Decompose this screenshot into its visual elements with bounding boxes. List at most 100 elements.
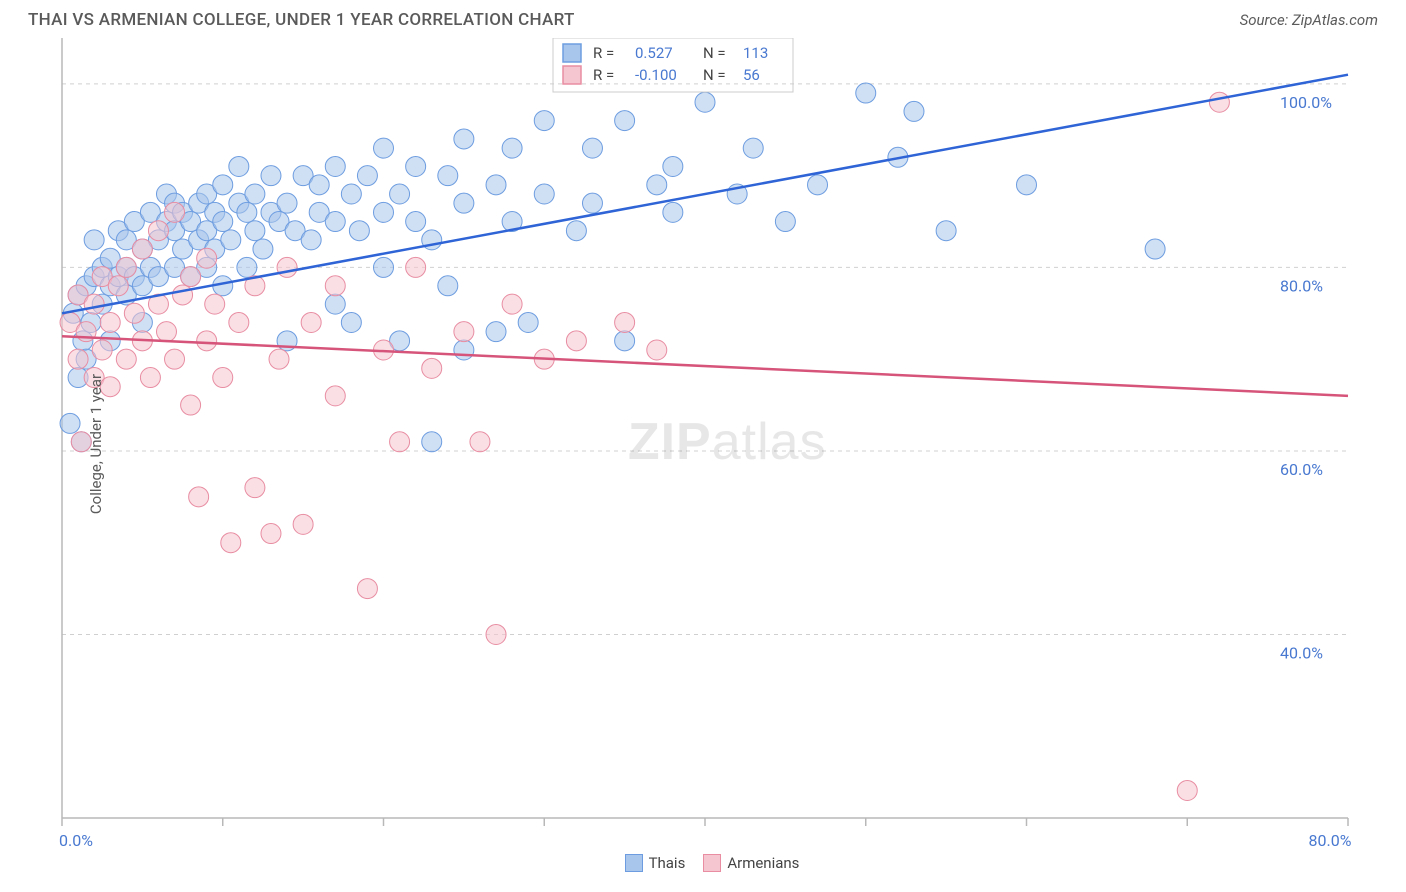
data-point bbox=[325, 156, 345, 176]
data-point bbox=[325, 294, 345, 314]
data-point bbox=[68, 349, 88, 369]
data-point bbox=[566, 221, 586, 241]
watermark: ZIPatlas bbox=[628, 413, 827, 471]
data-point bbox=[615, 111, 635, 131]
data-point bbox=[124, 303, 144, 323]
data-point bbox=[406, 156, 426, 176]
data-point bbox=[615, 312, 635, 332]
data-point bbox=[775, 212, 795, 232]
data-point bbox=[1209, 92, 1229, 112]
data-point bbox=[269, 349, 289, 369]
data-point bbox=[140, 368, 160, 388]
data-point bbox=[936, 221, 956, 241]
data-point bbox=[237, 257, 257, 277]
data-point bbox=[325, 212, 345, 232]
y-axis-label: College, Under 1 year bbox=[87, 374, 105, 514]
data-point bbox=[197, 331, 217, 351]
data-point bbox=[253, 239, 273, 259]
data-point bbox=[374, 138, 394, 158]
stats-swatch bbox=[563, 44, 581, 62]
data-point bbox=[245, 221, 265, 241]
data-point bbox=[647, 340, 667, 360]
data-point bbox=[132, 239, 152, 259]
data-point bbox=[534, 184, 554, 204]
data-point bbox=[325, 386, 345, 406]
data-point bbox=[1017, 175, 1037, 195]
data-point bbox=[743, 138, 763, 158]
data-point bbox=[92, 340, 112, 360]
data-point bbox=[309, 175, 329, 195]
data-point bbox=[438, 276, 458, 296]
data-point bbox=[148, 221, 168, 241]
data-point bbox=[502, 294, 522, 314]
data-point bbox=[663, 156, 683, 176]
data-point bbox=[615, 331, 635, 351]
y-tick-label: 100.0% bbox=[1280, 93, 1332, 112]
y-tick-label: 80.0% bbox=[1280, 276, 1323, 295]
data-point bbox=[808, 175, 828, 195]
data-point bbox=[904, 101, 924, 121]
data-point bbox=[856, 83, 876, 103]
y-tick-label: 40.0% bbox=[1280, 643, 1323, 662]
data-point bbox=[1177, 780, 1197, 800]
stats-n-value: 113 bbox=[743, 44, 768, 62]
data-point bbox=[181, 267, 201, 287]
stats-n-label: N = bbox=[703, 66, 726, 84]
source-label: Source: ZipAtlas.com bbox=[1240, 11, 1378, 29]
data-point bbox=[390, 432, 410, 452]
data-point bbox=[301, 312, 321, 332]
data-point bbox=[173, 285, 193, 305]
data-point bbox=[486, 175, 506, 195]
data-point bbox=[165, 349, 185, 369]
data-point bbox=[663, 202, 683, 222]
data-point bbox=[406, 212, 426, 232]
data-point bbox=[349, 221, 369, 241]
data-point bbox=[229, 156, 249, 176]
data-point bbox=[237, 202, 257, 222]
data-point bbox=[341, 312, 361, 332]
data-point bbox=[454, 340, 474, 360]
data-point bbox=[390, 184, 410, 204]
legend-swatch bbox=[625, 854, 643, 872]
data-point bbox=[518, 312, 538, 332]
data-point bbox=[582, 193, 602, 213]
legend-label: Armenians bbox=[727, 854, 799, 872]
data-point bbox=[438, 166, 458, 186]
data-point bbox=[221, 230, 241, 250]
data-point bbox=[301, 230, 321, 250]
data-point bbox=[277, 257, 297, 277]
data-point bbox=[213, 212, 233, 232]
data-point bbox=[116, 257, 136, 277]
data-point bbox=[229, 312, 249, 332]
legend-label: Thais bbox=[649, 854, 686, 872]
legend-swatch bbox=[703, 854, 721, 872]
data-point bbox=[84, 294, 104, 314]
x-tick-label: 0.0% bbox=[59, 831, 93, 850]
stats-n-label: N = bbox=[703, 44, 726, 62]
data-point bbox=[197, 248, 217, 268]
data-point bbox=[156, 322, 176, 342]
stats-r-label: R = bbox=[593, 44, 614, 62]
data-point bbox=[486, 624, 506, 644]
data-point bbox=[165, 202, 185, 222]
data-point bbox=[374, 257, 394, 277]
legend: Thais Armenians bbox=[0, 852, 1406, 872]
data-point bbox=[647, 175, 667, 195]
data-point bbox=[1145, 239, 1165, 259]
data-point bbox=[357, 166, 377, 186]
data-point bbox=[60, 413, 80, 433]
data-point bbox=[245, 478, 265, 498]
data-point bbox=[566, 331, 586, 351]
data-point bbox=[245, 184, 265, 204]
data-point bbox=[422, 358, 442, 378]
data-point bbox=[454, 322, 474, 342]
data-point bbox=[406, 257, 426, 277]
data-point bbox=[221, 533, 241, 553]
data-point bbox=[213, 175, 233, 195]
data-point bbox=[189, 487, 209, 507]
data-point bbox=[695, 92, 715, 112]
data-point bbox=[534, 111, 554, 131]
data-point bbox=[84, 230, 104, 250]
stats-r-value: 0.527 bbox=[635, 44, 673, 62]
data-point bbox=[422, 432, 442, 452]
